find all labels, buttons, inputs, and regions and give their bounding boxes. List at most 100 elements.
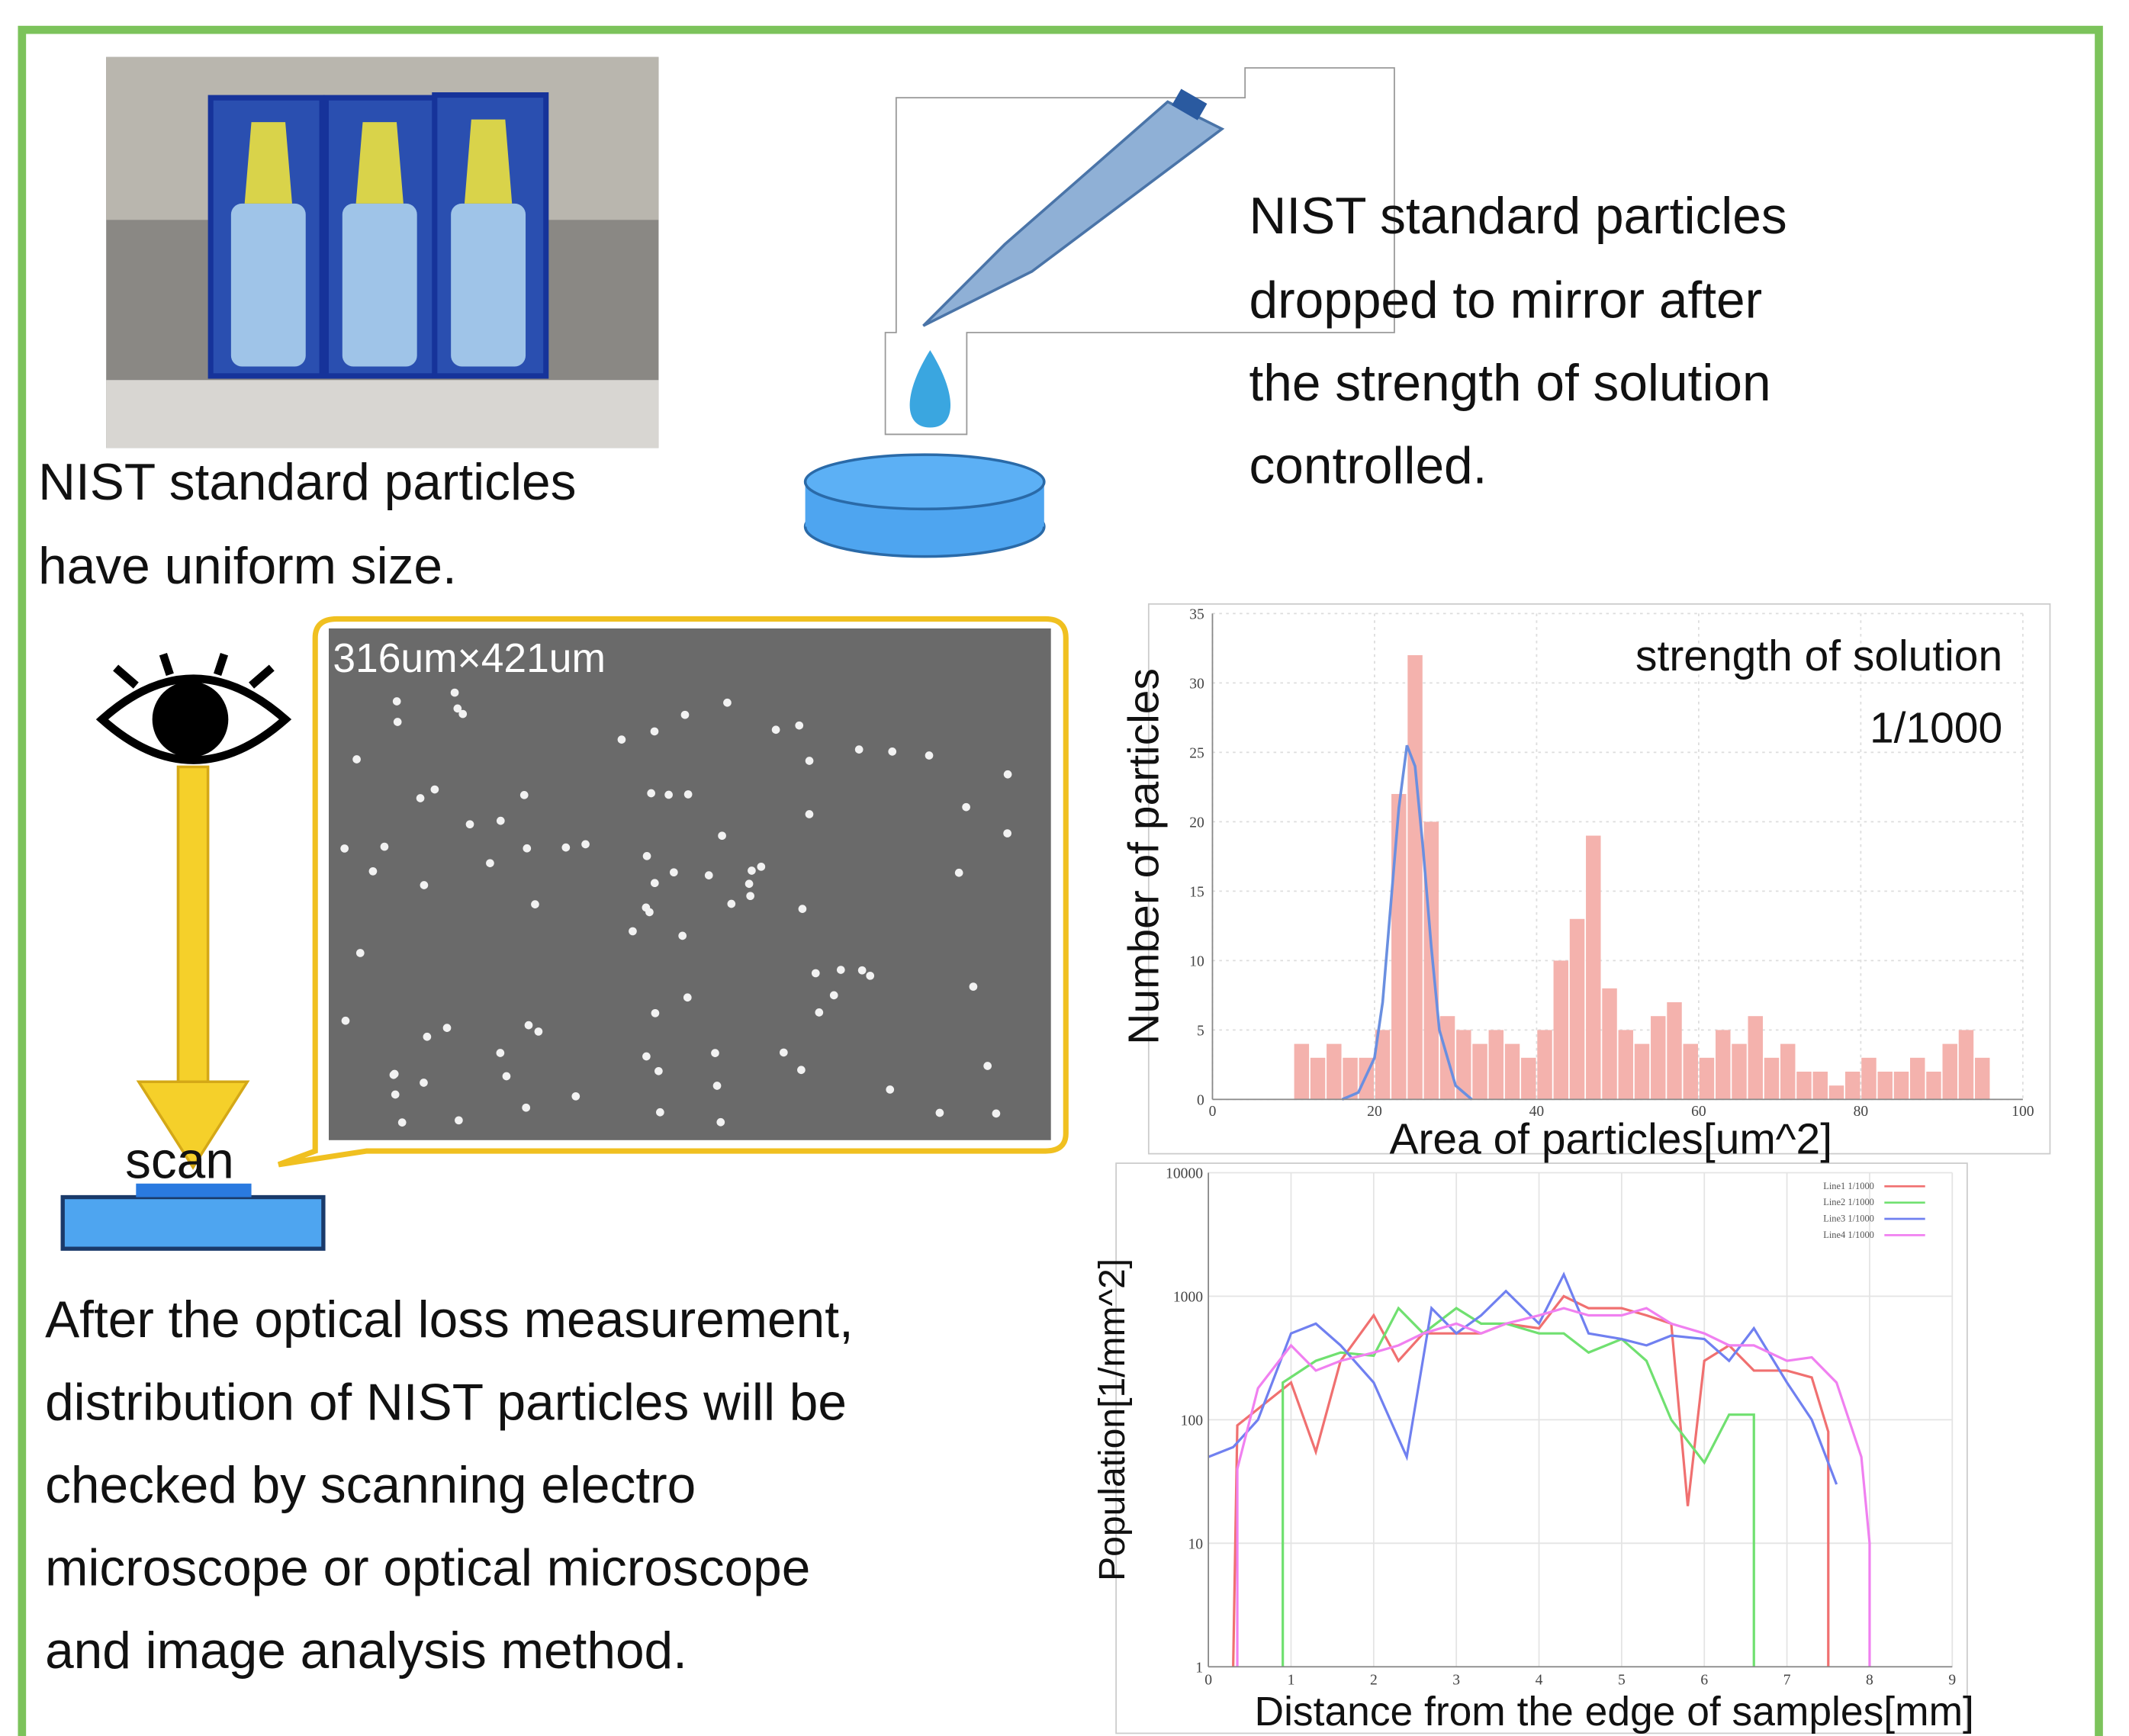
series-line bbox=[1282, 1306, 1755, 1667]
particle-dot bbox=[534, 1027, 543, 1036]
sem-image bbox=[277, 616, 1069, 1168]
y-tick-label: 10000 bbox=[1166, 1166, 1203, 1182]
caption-line: the strength of solution bbox=[1249, 355, 1771, 412]
particle-dot bbox=[642, 903, 651, 912]
particle-dot bbox=[561, 843, 571, 852]
bar bbox=[1521, 1057, 1536, 1100]
particle-dot bbox=[771, 725, 780, 735]
bar bbox=[1407, 654, 1423, 1100]
particle-dot bbox=[571, 1091, 580, 1101]
bar bbox=[1327, 1043, 1342, 1100]
particle-dot bbox=[524, 1021, 533, 1030]
particle-dot bbox=[423, 1032, 432, 1041]
y-tick-label: 35 bbox=[1189, 606, 1204, 622]
particle-dot bbox=[811, 969, 820, 978]
x-tick-label: 60 bbox=[1691, 1104, 1706, 1120]
x-tick-label: 20 bbox=[1367, 1104, 1382, 1120]
particle-dot bbox=[815, 1008, 824, 1017]
particle-dot bbox=[962, 802, 970, 812]
particle-dot bbox=[746, 892, 754, 901]
bar bbox=[1974, 1057, 1990, 1100]
bar bbox=[1343, 1057, 1358, 1100]
particle-dot bbox=[397, 1118, 407, 1127]
particle-dot bbox=[420, 1079, 428, 1087]
particle-dot bbox=[393, 718, 402, 726]
paragraph-line: checked by scanning electro bbox=[45, 1457, 696, 1514]
particle-dot bbox=[683, 790, 693, 799]
bar bbox=[1602, 988, 1617, 1100]
sem-label: 316um×421um bbox=[333, 636, 606, 681]
x-tick-label: 5 bbox=[1618, 1672, 1626, 1688]
y-tick-label: 10 bbox=[1188, 1536, 1203, 1552]
bar bbox=[1618, 1030, 1634, 1100]
y-tick-label: 10 bbox=[1189, 954, 1204, 970]
particle-dot bbox=[969, 982, 978, 991]
x-tick-label: 0 bbox=[1209, 1104, 1217, 1120]
bar bbox=[1942, 1043, 1957, 1100]
particle-dot bbox=[352, 755, 361, 764]
y-tick-label: 15 bbox=[1189, 884, 1204, 900]
bar bbox=[1310, 1057, 1326, 1100]
particle-dot bbox=[805, 757, 814, 765]
particle-dot bbox=[642, 852, 651, 860]
bar bbox=[1294, 1043, 1310, 1100]
bar bbox=[1634, 1043, 1650, 1100]
particle-dot bbox=[455, 1116, 463, 1125]
particle-dot bbox=[797, 1066, 806, 1075]
caption-line: dropped to mirror after bbox=[1249, 272, 1763, 329]
bar bbox=[1909, 1057, 1925, 1100]
particle-dot bbox=[718, 831, 726, 841]
x-tick-label: 0 bbox=[1204, 1672, 1212, 1688]
particle-dot bbox=[650, 879, 659, 888]
particle-dot bbox=[727, 899, 736, 908]
x-tick-label: 8 bbox=[1866, 1672, 1873, 1688]
legend-label: Line2 1/1000 bbox=[1823, 1197, 1874, 1207]
y-axis-label: Number of particles bbox=[1119, 668, 1168, 1045]
x-tick-label: 2 bbox=[1370, 1672, 1378, 1688]
annotation: strength of solution bbox=[1635, 632, 2002, 680]
particle-dot bbox=[886, 1085, 895, 1094]
particle-dot bbox=[954, 868, 963, 877]
particle-dot bbox=[502, 1072, 511, 1081]
y-tick-label: 0 bbox=[1197, 1093, 1204, 1109]
scan-label: scan bbox=[125, 1133, 234, 1190]
x-tick-label: 3 bbox=[1452, 1672, 1460, 1688]
bottle-photo bbox=[106, 56, 659, 448]
caption-line: NIST standard particles bbox=[1249, 188, 1787, 245]
particle-dot bbox=[523, 844, 532, 853]
particle-dot bbox=[486, 859, 494, 868]
series-line bbox=[1232, 1294, 1830, 1667]
particle-dot bbox=[748, 866, 756, 875]
x-tick-label: 9 bbox=[1948, 1672, 1956, 1688]
particle-dot bbox=[712, 1082, 722, 1090]
particle-dot bbox=[711, 1049, 719, 1057]
legend-label: Line4 1/1000 bbox=[1823, 1230, 1874, 1240]
caption-line: controlled. bbox=[1249, 438, 1487, 495]
bar bbox=[1651, 1016, 1666, 1100]
bar bbox=[1699, 1057, 1715, 1100]
particle-dot bbox=[617, 735, 626, 744]
bar bbox=[1472, 1043, 1487, 1100]
bar bbox=[1586, 835, 1601, 1100]
particle-dot bbox=[683, 993, 692, 1002]
particle-dot bbox=[458, 709, 468, 719]
particle-dot bbox=[704, 871, 713, 879]
y-tick-label: 1 bbox=[1195, 1660, 1203, 1676]
bar bbox=[1958, 1030, 1974, 1100]
paragraph-line: microscope or optical microscope bbox=[45, 1539, 810, 1596]
x-axis-label: Area of particles[um^2] bbox=[1389, 1115, 1832, 1164]
particle-dot bbox=[757, 862, 766, 871]
particle-dot bbox=[935, 1108, 944, 1117]
x-axis-label: Distance from the edge of samples[mm] bbox=[1255, 1689, 1974, 1734]
x-tick-label: 100 bbox=[2012, 1104, 2034, 1120]
paragraph-line: and image analysis method. bbox=[45, 1622, 687, 1680]
particle-dot bbox=[465, 820, 474, 829]
particle-dot bbox=[391, 1090, 400, 1099]
particle-dot bbox=[716, 1117, 725, 1127]
bar bbox=[1456, 1030, 1471, 1100]
particle-dot bbox=[341, 1016, 350, 1025]
particle-dot bbox=[651, 1008, 660, 1017]
particle-dot bbox=[642, 1052, 651, 1061]
bar bbox=[1553, 960, 1569, 1100]
particle-dot bbox=[925, 751, 934, 760]
